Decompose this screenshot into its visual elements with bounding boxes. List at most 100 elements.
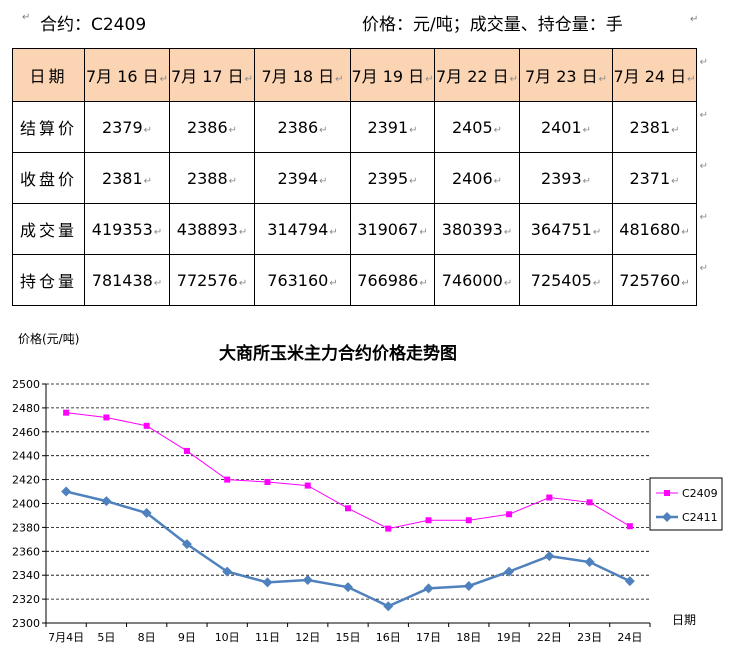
cell-mark-icon: ↵ [509,74,519,85]
cell-mark-icon: ↵ [329,277,338,289]
value-text: 2388 [186,168,228,188]
value-cell: 2394↵ [254,152,351,204]
cell-mark-icon: ↵ [238,226,248,238]
table-row: 结算价 2379↵ 2386↵ 2386↵ 2391↵ 2405↵ 2401↵ 2381↵ ↵ [12,101,708,153]
data-point-c2409 [103,414,110,421]
cell-mark-icon: ↵ [582,175,592,187]
value-cell: 781438↵ [84,254,170,306]
value-cell: 2379↵ [84,101,170,153]
y-tick-label: 2500 [12,378,40,391]
value-cell: 766986↵ [350,254,435,306]
cell-mark-icon: ↵ [598,74,608,85]
cell-mark-icon: ↵ [143,124,153,136]
y-tick-label: 2360 [12,545,40,558]
data-point-c2409 [385,525,392,532]
cell-mark-icon: ↵ [681,277,690,289]
cell-mark-icon: ↵ [493,124,503,136]
y-tick-label: 2480 [12,402,40,415]
row-label-cell: 持仓量 [12,254,85,306]
value-cell: 772576↵ [169,254,255,306]
data-point-c2409 [465,517,472,524]
value-text: 772576 [176,270,238,290]
data-point-c2409 [63,409,70,416]
value-text: 380393 [441,219,503,239]
x-tick-label: 7月4日 [48,631,84,644]
date-header-cell: 7月 17 日↵ [169,48,255,102]
date-header-text: 7月 24 日 [613,67,687,86]
y-tick-label: 2460 [12,426,40,439]
value-text: 763160 [267,270,329,290]
cell-mark-icon: ↵ [681,226,690,238]
data-point-c2409 [183,447,190,454]
date-header-text: 7月 18 日 [261,67,335,86]
date-header-text: 7月 23 日 [524,67,598,86]
date-header-cell: 7月 18 日↵ [254,48,351,102]
y-tick-label: 2300 [12,617,40,630]
data-point-c2411 [624,576,635,587]
value-cell: 2381↵ ↵ [612,101,708,153]
table-row: 持仓量 781438↵ 772576↵ 763160↵ 766986↵ 746000↵ 72… [12,254,708,306]
value-cell: 2371↵ ↵ [612,152,708,204]
value-cell: 2388↵ [169,152,255,204]
value-cell: 2391↵ [350,101,435,153]
cell-mark-icon: ↵ [582,124,592,136]
value-cell: 364751↵ [519,203,613,255]
chart-title: 大商所玉米主力合约价格走势图 [219,343,457,364]
table-row: 收盘价 2381↵ 2388↵ 2394↵ 2395↵ 2406↵ 2393↵ 2371↵ ↵ [12,152,708,204]
value-text: 2394 [277,168,319,188]
cell-mark-icon: ↵ [503,277,513,289]
data-point-c2411 [61,486,72,497]
data-point-c2409 [264,478,271,485]
y-tick-label: 2380 [12,521,40,534]
y-tick-label: 2320 [12,593,40,606]
data-point-c2409 [586,499,593,506]
data-point-c2409 [425,517,432,524]
legend-marker-diamond-icon [662,512,672,522]
value-cell: 763160↵ [254,254,351,306]
date-header-text: 7月 16 日 [85,67,159,86]
data-point-c2411 [544,551,555,562]
y-tick-label: 2420 [12,474,40,487]
row-end-mark-icon: ↵ [699,57,708,68]
data-point-c2411 [504,566,515,577]
data-point-c2409 [345,505,351,512]
cell-mark-icon: ↵ [238,277,248,289]
cell-mark-icon: ↵ [228,124,238,136]
value-text: 2393 [540,168,582,188]
price-chart: 大商所玉米主力合约价格走势图 价格(元/吨) 日期 2300 2320 2340 2360 2… [0,318,731,664]
y-tick-label: 2440 [12,450,40,463]
value-cell: 2393↵ [519,152,613,204]
value-cell: 2405↵ [434,101,520,153]
value-text: 2381 [101,168,143,188]
value-cell: 314794↵ [254,203,351,255]
data-point-c2411 [222,566,233,577]
x-tick-label: 5日 [97,631,115,644]
value-cell: 2401↵ [519,101,613,153]
value-text: 725760 [619,270,681,290]
value-text: 2391 [367,117,409,137]
row-end-mark-icon: ↵ [699,161,708,172]
value-text: 2381 [629,117,671,137]
data-point-c2411 [302,574,313,585]
value-text: 2371 [629,168,671,188]
row-end-mark-icon: ↵ [699,212,708,223]
cell-mark-icon: ↵ [153,226,163,238]
cell-mark-icon: ↵ [143,175,153,187]
date-header-cell: 7月 16 日↵ [84,48,170,102]
price-table: 日期 7月 16 日↵ 7月 17 日↵ 7月 18 日↵ 7月 19 日↵ 7月 22 … [12,48,708,306]
date-header-text: 7月 17 日 [170,67,244,86]
data-point-c2411 [181,539,192,550]
cell-mark-icon: ↵ [319,175,328,187]
value-cell: 746000↵ [434,254,520,306]
x-tick-label: 22日 [537,631,562,644]
x-tick-label: 24日 [617,631,642,644]
table-row: 成交量 419353↵ 438893↵ 314794↵ 319067↵ 380393↵ 36… [12,203,708,255]
row-end-mark-icon: ↵ [699,263,708,274]
data-point-c2411 [463,580,474,591]
date-header-cell: 7月 23 日↵ [519,48,613,102]
value-cell: 481680↵ ↵ [612,203,708,255]
x-tick-label: 8日 [138,631,156,644]
y-axis-label: 价格(元/吨) [18,331,79,346]
cell-mark-icon: ↵ [335,74,344,85]
value-text: 2386 [277,117,319,137]
